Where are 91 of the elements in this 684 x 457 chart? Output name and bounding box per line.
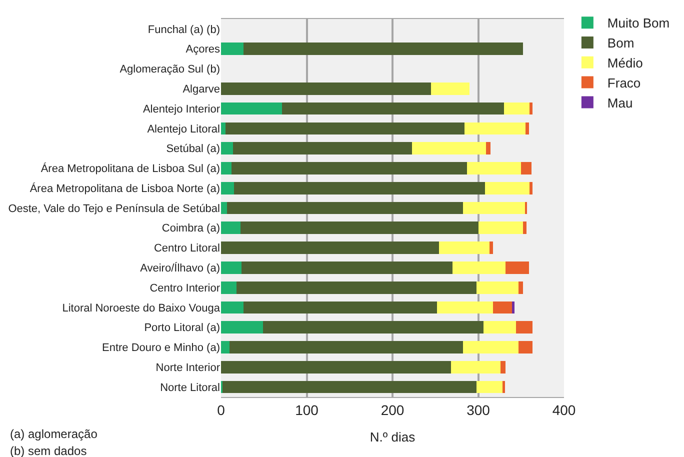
- y-tick-label: Alentejo Litoral: [147, 123, 220, 136]
- bar: [221, 182, 234, 194]
- legend-label: Fraco: [607, 75, 641, 90]
- y-tick-label: Centro Litoral: [154, 242, 220, 255]
- bar: [282, 102, 504, 115]
- bar: [500, 360, 506, 374]
- bar: [518, 341, 532, 354]
- y-tick-label: Porto Litoral (a): [144, 322, 220, 334]
- x-axis-title: N.º dias: [370, 429, 416, 444]
- bar: [243, 42, 523, 56]
- bar: [492, 301, 513, 314]
- bar: [530, 182, 532, 194]
- y-tick-label: Aglomeração Sul (b): [120, 64, 220, 76]
- bar: [412, 142, 486, 154]
- y-tick-label: Setúbal (a): [166, 143, 220, 156]
- bar: [483, 321, 516, 334]
- bar: [530, 102, 532, 115]
- bar: [221, 42, 244, 56]
- bar: [234, 182, 486, 194]
- bar: [233, 142, 412, 154]
- x-tick-label: 100: [295, 402, 319, 418]
- y-tick-label: Norte Litoral: [160, 382, 220, 394]
- x-tick-label: 0: [217, 402, 226, 418]
- bar: [221, 222, 241, 234]
- bar: [437, 301, 493, 314]
- x-tick-label: 400: [552, 402, 576, 418]
- bar: [438, 242, 490, 254]
- bar: [231, 162, 468, 174]
- legend-label: Médio: [607, 55, 643, 70]
- bar: [221, 142, 234, 154]
- bar: [476, 281, 519, 294]
- bar: [221, 242, 439, 254]
- y-tick-label: Litoral Noroeste do Baixo Vouga: [62, 302, 221, 314]
- bar: [240, 222, 478, 234]
- y-tick-label: Área Metropolitana de Lisboa Norte (a): [30, 182, 220, 195]
- bar: [485, 182, 530, 194]
- bar: [486, 142, 490, 154]
- bar: [225, 122, 465, 135]
- y-tick-label: Alentejo Interior: [142, 103, 220, 116]
- bar: [464, 122, 526, 135]
- bar: [467, 162, 522, 174]
- y-tick-label: Norte Interior: [156, 362, 220, 374]
- bar: [450, 360, 501, 374]
- bar: [221, 202, 227, 214]
- bar: [504, 102, 530, 115]
- y-tick-label: Centro Interior: [150, 282, 220, 294]
- bar: [227, 202, 463, 214]
- bar: [506, 262, 529, 274]
- bar: [525, 122, 529, 135]
- bar: [221, 321, 264, 334]
- bar: [489, 242, 493, 254]
- legend-label: Mau: [607, 95, 633, 110]
- bar: [522, 222, 526, 234]
- bar: [221, 281, 236, 294]
- bar: [221, 102, 282, 115]
- bar: [221, 341, 230, 354]
- y-tick-label: Açores: [186, 44, 220, 56]
- bar: [221, 301, 244, 314]
- bar: [221, 360, 451, 374]
- y-tick-label: Coimbra (a): [162, 222, 220, 235]
- bar: [221, 262, 242, 274]
- y-tick-label: Entre Douro e Minho (a): [102, 342, 220, 354]
- bar: [462, 341, 519, 354]
- y-tick-label: Funchal (a) (b): [148, 24, 220, 36]
- y-tick-label: Área Metropolitana de Lisboa Sul (a): [40, 162, 220, 176]
- bar: [221, 82, 432, 95]
- text: (a) aglomeração: [10, 427, 98, 441]
- bar: [236, 281, 477, 294]
- y-tick-label: Oeste, Vale do Tejo e Península de Setúbal: [8, 202, 220, 215]
- bar: [518, 281, 523, 294]
- bar: [521, 162, 532, 174]
- bar: [242, 262, 453, 274]
- legend-label: Bom: [607, 36, 634, 51]
- bar: [221, 162, 232, 174]
- x-tick-label: 200: [380, 402, 404, 418]
- y-tick-label: Algarve: [182, 83, 220, 96]
- bar: [431, 82, 470, 95]
- bar: [452, 262, 506, 274]
- bar: [476, 380, 502, 394]
- bar: [502, 380, 505, 394]
- bar: [462, 202, 526, 214]
- x-tick-label: 300: [466, 402, 490, 418]
- bar: [230, 341, 463, 354]
- bar: [478, 222, 523, 234]
- legend-label: Muito Bom: [607, 16, 670, 31]
- y-tick-label: Aveiro/Ílhavo (a): [140, 262, 220, 275]
- bar: [221, 122, 226, 135]
- bar: [263, 321, 484, 334]
- bar: [222, 380, 477, 394]
- bar: [516, 321, 532, 334]
- bar: [243, 301, 438, 314]
